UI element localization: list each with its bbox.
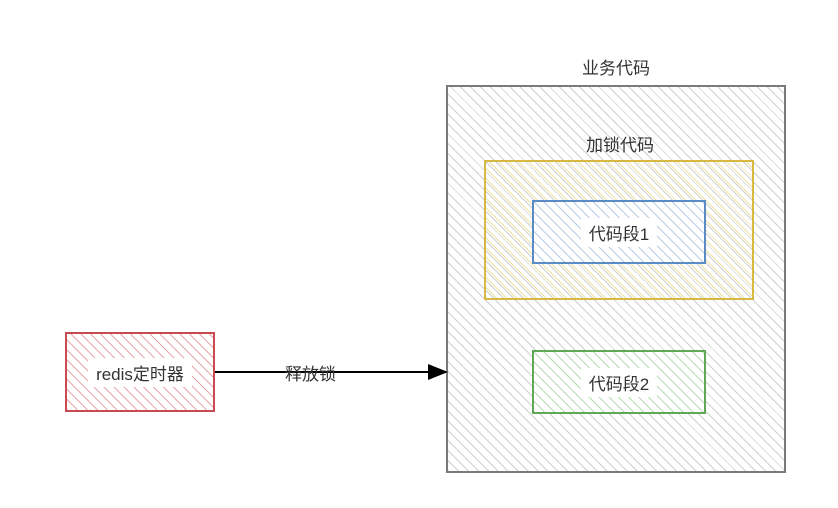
release-lock-label: 释放锁 [285,360,336,385]
code-segment-1-label: 代码段1 [581,218,657,247]
code-segment-2-label: 代码段2 [581,368,657,397]
redis-timer-box: redis定时器 [65,332,215,412]
business-code-title: 业务代码 [582,54,650,79]
code-segment-1-box: 代码段1 [532,200,706,264]
code-segment-2-box: 代码段2 [532,350,706,414]
redis-timer-label: redis定时器 [88,358,192,387]
locked-code-title: 加锁代码 [586,131,654,156]
